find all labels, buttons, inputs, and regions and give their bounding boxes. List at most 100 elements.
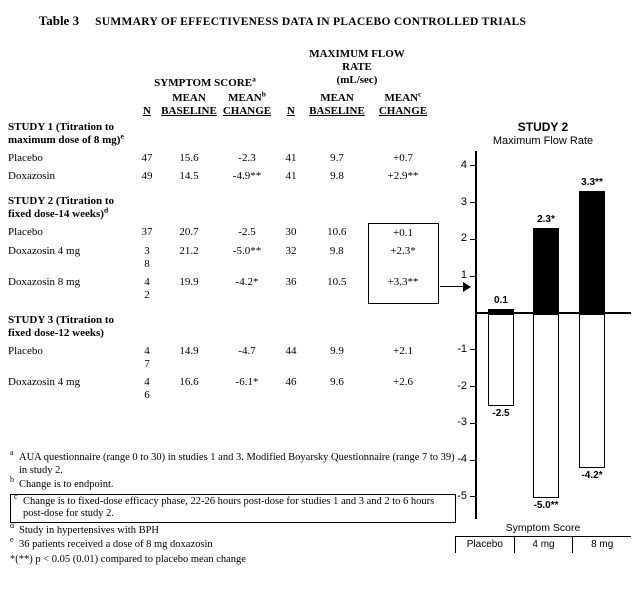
bar-maxflow-1 bbox=[533, 228, 559, 313]
table-cell: 9.7 bbox=[330, 152, 344, 164]
table-cell bbox=[306, 185, 368, 223]
footnote-marker: e bbox=[10, 535, 14, 544]
table-cell: 44 bbox=[285, 344, 297, 357]
col-header-baseline-symptom: MEAN BASELINE bbox=[161, 92, 217, 117]
study-header-row: STUDY 2 (Titration to fixed dose-14 week… bbox=[8, 185, 438, 223]
footnote-d: d Study in hypertensives with BPH bbox=[10, 520, 456, 538]
table-cell: 9.6 bbox=[330, 375, 344, 388]
effectiveness-table-wrap: SYMPTOM SCOREa MAXIMUM FLOW RATE (mL/sec… bbox=[8, 48, 439, 404]
y-tick-label: -3 bbox=[457, 416, 467, 429]
y-tick bbox=[470, 238, 475, 240]
effectiveness-table: SYMPTOM SCOREa MAXIMUM FLOW RATE (mL/sec… bbox=[8, 48, 439, 404]
bar-symptom-0 bbox=[488, 313, 514, 406]
table-cell bbox=[134, 185, 160, 223]
arrow-head-icon bbox=[463, 281, 471, 292]
table-cell: 9.9 bbox=[330, 344, 344, 357]
y-tick bbox=[470, 349, 475, 351]
footnote-text: *(**) p < 0.05 (0.01) compared to placeb… bbox=[10, 553, 246, 565]
reference-arrow bbox=[440, 280, 471, 294]
y-tick-label: 1 bbox=[460, 269, 467, 282]
footnote-b: b Change is to endpoint. bbox=[10, 476, 456, 492]
table-cell bbox=[306, 304, 368, 342]
table-cell bbox=[160, 118, 218, 149]
table-cell: 14.5 bbox=[179, 170, 199, 182]
y-tick-label: 4 bbox=[460, 158, 467, 171]
row-label: Doxazosin 8 mg bbox=[8, 275, 81, 288]
table-title: Table 3 SUMMARY OF EFFECTIVENESS DATA IN … bbox=[0, 12, 565, 30]
table-cell: 15.6 bbox=[179, 152, 199, 164]
y-tick-label: 2 bbox=[460, 232, 467, 245]
chart-plot: 4 3 2 1 -1 -2 -3 -4 -5 0.1 -2.5 2.3* -5.0** 3.3** -4.2… bbox=[455, 151, 631, 519]
table-cell: 30 bbox=[285, 226, 297, 238]
table-cell: 41 bbox=[285, 152, 297, 164]
row-label: Placebo bbox=[8, 152, 43, 164]
study-header-row: STUDY 3 (Titration to fixed dose-12 week… bbox=[8, 304, 438, 342]
table-cell: 49 bbox=[141, 170, 153, 182]
table-cell: +2.3* bbox=[367, 241, 439, 273]
table-cell: 16.6 bbox=[179, 375, 199, 388]
category-label-0: Placebo bbox=[455, 537, 514, 553]
row-label: Placebo bbox=[8, 344, 43, 357]
table-cell: 20.7 bbox=[179, 226, 199, 238]
table-cell: +2.9** bbox=[387, 170, 419, 182]
footnote-text: Study in hypertensives with BPH bbox=[19, 524, 160, 536]
table-cell: -6.1* bbox=[235, 375, 259, 388]
table-row: Placebo 47 15.6 -2.3 41 9.7 +0.7 bbox=[8, 149, 438, 167]
table-cell bbox=[218, 118, 276, 149]
table-cell: 47 bbox=[141, 152, 153, 164]
table-cell: 32 bbox=[285, 244, 297, 257]
column-header-row: N MEAN BASELINE MEANb CHANGE N bbox=[8, 89, 438, 118]
group-header-row: SYMPTOM SCOREa MAXIMUM FLOW RATE (mL/sec… bbox=[8, 48, 438, 92]
y-tick bbox=[470, 165, 475, 167]
y-tick bbox=[470, 422, 475, 424]
footnote-text: AUA questionnaire (range 0 to 30) in stu… bbox=[19, 452, 455, 476]
footnote-ref-a: a bbox=[252, 74, 256, 84]
symptom-score-label: SYMPTOM SCORE bbox=[154, 77, 253, 89]
y-tick bbox=[470, 275, 475, 277]
y-tick bbox=[470, 202, 475, 204]
table-cell bbox=[306, 118, 368, 149]
footnote-text: 36 patients received a dose of 8 mg doxa… bbox=[19, 539, 213, 550]
table-cell bbox=[134, 304, 160, 342]
bar-symptom-label: -5.0** bbox=[533, 499, 559, 511]
footnote-c: c Change is to fixed-dose efficacy phase… bbox=[10, 492, 456, 523]
table-cell bbox=[368, 185, 438, 223]
footnote-e: e 36 patients received a dose of 8 mg do… bbox=[10, 535, 456, 552]
bar-maxflow-label: 0.1 bbox=[494, 295, 508, 307]
table-row: Doxazosin 4 mg 4 6 16.6 -6.1* 46 9.6 +2.6 bbox=[8, 373, 438, 404]
footnote-marker: d bbox=[10, 520, 14, 530]
table-body: STUDY 1 (Titration to maximum dose of 8 … bbox=[8, 118, 439, 404]
row-label: Placebo bbox=[8, 226, 43, 238]
table-cell: 41 bbox=[285, 170, 297, 182]
col-header-change-flow: MEANc CHANGE bbox=[378, 89, 428, 117]
study-header-row: STUDY 1 (Titration to maximum dose of 8 … bbox=[8, 118, 438, 149]
y-axis-line bbox=[475, 151, 477, 519]
col-header-change-symptom: MEANb CHANGE bbox=[222, 89, 272, 117]
table-cell: 4 6 bbox=[144, 375, 150, 401]
table-row: Doxazosin 4 mg 3 8 21.2 -5.0** 32 9.8 +2.3* bbox=[8, 241, 439, 273]
col-header-n-symptom: N bbox=[143, 105, 151, 117]
bar-maxflow-label: 2.3* bbox=[537, 214, 555, 226]
y-tick bbox=[470, 386, 475, 388]
footnote-marker: a bbox=[10, 448, 14, 457]
table-cell bbox=[160, 304, 218, 342]
study2-bar-chart: STUDY 2 Maximum Flow Rate 4 3 2 1 -1 -2 -3 -4 -5… bbox=[455, 120, 631, 553]
table-cell: 14.9 bbox=[179, 344, 199, 357]
y-tick bbox=[470, 459, 475, 461]
zero-baseline bbox=[475, 311, 631, 314]
category-label-1: 4 mg bbox=[513, 537, 573, 553]
table-cell: 4 7 bbox=[144, 344, 150, 370]
category-label-2: 8 mg bbox=[572, 537, 631, 553]
bar-maxflow-2 bbox=[579, 191, 605, 313]
footnotes: a AUA questionnaire (range 0 to 30) in s… bbox=[10, 448, 456, 568]
table-cell bbox=[276, 185, 306, 223]
table-cell: +2.6 bbox=[393, 375, 413, 388]
col-header-baseline-flow: MEAN BASELINE bbox=[309, 92, 365, 117]
bar-maxflow-0 bbox=[488, 309, 514, 313]
table-cell: 4 2 bbox=[144, 275, 150, 301]
table-cell bbox=[160, 185, 218, 223]
empty-corner bbox=[8, 48, 134, 92]
table-cell: +3.3** bbox=[367, 272, 439, 304]
table-cell: 3 8 bbox=[144, 244, 150, 270]
